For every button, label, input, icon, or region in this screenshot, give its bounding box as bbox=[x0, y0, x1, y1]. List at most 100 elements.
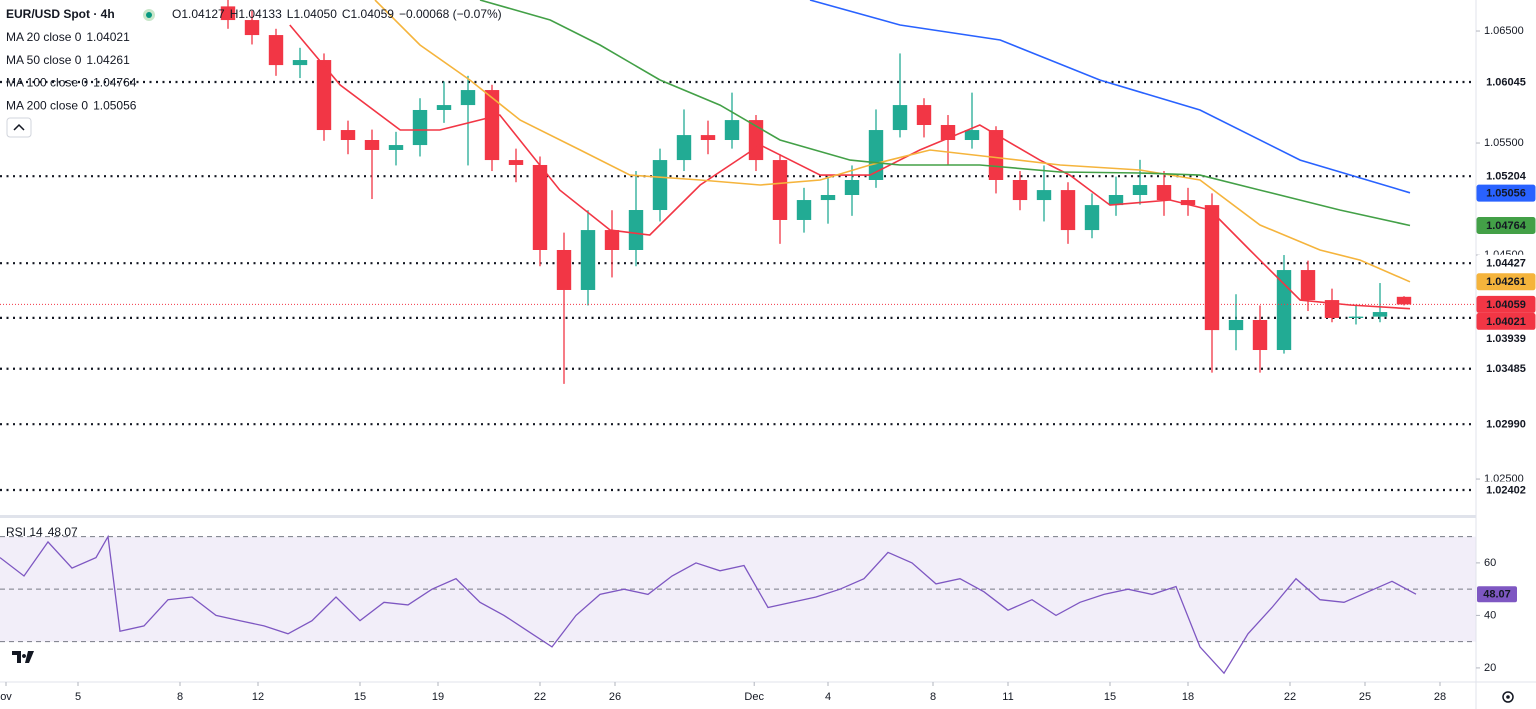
x-tick-label: 18 bbox=[1182, 691, 1194, 703]
quote-label: H bbox=[230, 7, 239, 21]
x-tick-label: 15 bbox=[1104, 691, 1116, 703]
candle-body bbox=[796, 200, 812, 220]
candle-body bbox=[1132, 185, 1148, 196]
candle-body bbox=[916, 105, 932, 125]
rsi-y-tick-label: 40 bbox=[1484, 609, 1496, 621]
rsi-legend-name: RSI 14 bbox=[6, 525, 43, 539]
market-status-dot bbox=[146, 12, 152, 18]
price-box bbox=[1476, 216, 1536, 234]
price-box bbox=[1476, 184, 1536, 202]
quote-value: 1.04059 bbox=[351, 7, 395, 21]
x-tick-label: 11 bbox=[1002, 691, 1013, 703]
y-tick-label: 1.06500 bbox=[1484, 25, 1524, 37]
quote-value: 1.04050 bbox=[293, 7, 337, 21]
price-box-label: 1.02990 bbox=[1486, 419, 1526, 431]
candle-body bbox=[292, 60, 308, 66]
price-box-label: 1.03939 bbox=[1486, 333, 1526, 345]
quote-label: O bbox=[172, 7, 181, 21]
x-tick-label: 8 bbox=[177, 691, 183, 703]
candle-body bbox=[820, 195, 836, 201]
x-tick-label: 22 bbox=[1284, 691, 1296, 703]
price-box-label: 1.06045 bbox=[1486, 76, 1526, 88]
candle-body bbox=[1396, 296, 1412, 305]
legend-value: 1.04021 bbox=[86, 30, 130, 44]
price-box bbox=[1476, 73, 1536, 91]
price-box-label: 1.02402 bbox=[1486, 484, 1526, 496]
settings-icon-center[interactable] bbox=[1506, 695, 1510, 699]
price-box-label: 1.05056 bbox=[1486, 188, 1526, 200]
x-tick-label: 12 bbox=[252, 691, 264, 703]
price-box bbox=[1476, 481, 1536, 499]
candle-body bbox=[1348, 316, 1364, 318]
x-tick-label: 5 bbox=[75, 691, 81, 703]
y-tick-label: 1.05500 bbox=[1484, 137, 1524, 149]
price-box bbox=[1476, 295, 1536, 313]
candle-body bbox=[1252, 319, 1268, 351]
candle-body bbox=[892, 105, 908, 131]
candle-body bbox=[772, 160, 788, 220]
candle-body bbox=[1012, 179, 1028, 201]
x-tick-label: ov bbox=[0, 691, 12, 703]
rsi-pane bbox=[0, 534, 1476, 675]
candle-body bbox=[652, 160, 668, 211]
settings-icon[interactable] bbox=[1502, 691, 1514, 703]
legend-value: 1.04764 bbox=[93, 76, 137, 90]
candle-body bbox=[484, 90, 500, 161]
price-box bbox=[1476, 273, 1536, 291]
price-box-label: 1.03485 bbox=[1486, 363, 1526, 375]
legend-name: MA 100 close 0 bbox=[6, 76, 88, 90]
candle-body bbox=[460, 90, 476, 106]
collapse-button[interactable] bbox=[6, 117, 32, 138]
candle-body bbox=[388, 145, 404, 150]
collapse-icon[interactable] bbox=[13, 123, 25, 131]
collapse-button-box[interactable] bbox=[6, 117, 32, 138]
x-tick-label: 19 bbox=[432, 691, 444, 703]
legend-name: MA 50 close 0 bbox=[6, 53, 82, 67]
candle-body bbox=[868, 130, 884, 180]
x-tick-label: 15 bbox=[354, 691, 366, 703]
x-tick-label: 26 bbox=[609, 691, 621, 703]
candle-body bbox=[1180, 200, 1196, 206]
candle-body bbox=[1204, 205, 1220, 331]
x-tick-label: 28 bbox=[1434, 691, 1446, 703]
candle-body bbox=[268, 35, 284, 66]
candle-body bbox=[1228, 319, 1244, 331]
candle-body bbox=[508, 160, 524, 165]
ma-line bbox=[374, 0, 1411, 283]
rsi-value-label: 48.07 bbox=[1483, 589, 1511, 601]
rsi-y-tick-label: 20 bbox=[1484, 662, 1496, 674]
candle-body bbox=[1300, 270, 1316, 301]
rsi-line bbox=[0, 534, 1417, 675]
x-tick-label: 4 bbox=[825, 691, 831, 703]
candle-body bbox=[340, 130, 356, 141]
candle-body bbox=[1060, 190, 1076, 231]
legend: EUR/USD Spot · 4h MA 20 close 0 1.04021 MA… bbox=[6, 7, 502, 539]
tv-logo[interactable] bbox=[8, 645, 40, 671]
labels: 1.065001.055001.045001.02500ov5812151922… bbox=[0, 25, 1536, 703]
candle-body bbox=[1372, 312, 1388, 317]
ma-line bbox=[289, 24, 1411, 310]
rsi-legend-value: 48.07 bbox=[48, 525, 78, 539]
price-box bbox=[1476, 415, 1536, 433]
x-tick-label: 25 bbox=[1359, 691, 1371, 703]
rsi-value-box bbox=[1477, 586, 1517, 603]
price-box-label: 1.04427 bbox=[1486, 258, 1526, 270]
candle-body bbox=[628, 210, 644, 250]
tv-logo-icon[interactable] bbox=[12, 651, 34, 663]
settings-button[interactable] bbox=[1502, 691, 1514, 703]
price-box-label: 1.04261 bbox=[1486, 276, 1526, 288]
candle-body bbox=[700, 135, 716, 141]
candle-body bbox=[844, 179, 860, 196]
main-pane bbox=[0, 0, 1476, 492]
price-box bbox=[1476, 312, 1536, 330]
quote-value: 1.04133 bbox=[238, 7, 282, 21]
candle-body bbox=[1108, 195, 1124, 206]
price-box bbox=[1476, 167, 1536, 185]
legend-value: 1.05056 bbox=[93, 98, 137, 112]
candle-body bbox=[220, 6, 236, 21]
rsi-y-tick-label: 60 bbox=[1484, 557, 1496, 569]
